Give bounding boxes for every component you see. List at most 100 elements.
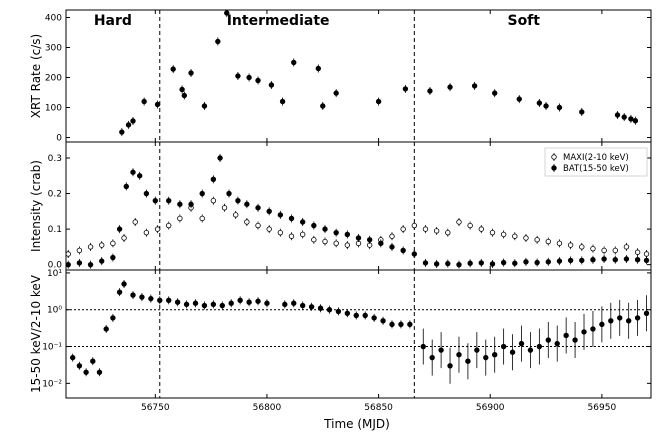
data-point (288, 233, 295, 239)
data-point (516, 96, 522, 102)
data-point (536, 343, 543, 350)
data-point (179, 86, 185, 93)
data-point (66, 251, 71, 257)
data-point (299, 219, 306, 225)
data-point (456, 352, 462, 358)
data-point (617, 315, 623, 321)
data-point (590, 245, 596, 252)
data-point (543, 103, 549, 109)
data-point (333, 240, 339, 247)
data-point (512, 260, 518, 266)
data-point (201, 103, 208, 109)
data-point (534, 237, 540, 243)
panel-ratio: 10⁻² 10⁻¹ 10⁰ 10¹ 56750 56800 56850 56900 56950 1… (29, 269, 652, 413)
data-point (199, 190, 205, 197)
data-point (288, 215, 295, 222)
data-point (192, 300, 199, 306)
data-point (210, 197, 217, 204)
data-point (420, 343, 426, 350)
y-tick-label: 300 (45, 44, 62, 54)
phase-label-intermediate: Intermediate (227, 13, 330, 29)
data-point (389, 244, 395, 250)
x-tick-label: 56850 (364, 403, 393, 413)
data-point (344, 231, 351, 238)
legend-label: MAXI(2-10 keV) (563, 153, 629, 163)
data-point (157, 297, 163, 304)
data-point (527, 347, 534, 353)
data-point (375, 98, 382, 105)
data-point (523, 235, 529, 241)
y-tick-label: 0.2 (48, 190, 62, 200)
data-point (643, 251, 650, 257)
data-point (232, 212, 239, 218)
data-point (634, 249, 641, 255)
data-point (76, 247, 83, 254)
data-point (76, 260, 83, 266)
data-point (217, 155, 223, 161)
data-point (219, 302, 225, 309)
data-point (333, 90, 339, 96)
data-point (181, 92, 188, 99)
data-point (579, 109, 585, 115)
data-point (407, 321, 413, 328)
data-point (400, 226, 406, 232)
data-point (141, 98, 147, 105)
data-point (344, 310, 351, 316)
data-point (143, 229, 150, 236)
data-point (264, 300, 270, 306)
data-point (483, 354, 489, 361)
data-point (371, 315, 377, 321)
data-point (500, 259, 507, 266)
data-point (170, 66, 176, 72)
data-point (344, 242, 351, 248)
y-axis-label: 15-50 keV/2-10 keV (29, 274, 43, 393)
data-point (362, 312, 368, 319)
data-point (228, 300, 234, 306)
data-point (380, 318, 386, 324)
data-point (246, 74, 252, 81)
data-point (518, 340, 525, 347)
panel-frame (65, 269, 652, 399)
phase-label-hard: Hard (94, 13, 132, 29)
data-point (291, 59, 297, 66)
y-tick-label: 0 (56, 134, 62, 144)
data-point (579, 257, 585, 264)
data-point (474, 347, 480, 353)
data-point (601, 247, 607, 254)
data-point (512, 233, 518, 239)
data-point (567, 242, 574, 248)
data-point (166, 222, 172, 229)
data-point (116, 289, 123, 295)
data-point (177, 201, 183, 207)
data-point (623, 244, 630, 250)
data-point (99, 258, 105, 264)
data-point (433, 261, 440, 267)
data-point (471, 83, 478, 89)
data-point (335, 308, 342, 315)
data-point (445, 229, 451, 236)
data-point (429, 354, 435, 361)
data-point (110, 315, 116, 321)
data-point (87, 261, 94, 268)
data-point (119, 129, 125, 135)
data-point (266, 208, 272, 215)
data-point (467, 222, 473, 229)
data-point (563, 332, 569, 339)
data-point (400, 247, 406, 254)
data-point (398, 321, 404, 328)
data-point (556, 258, 563, 264)
data-point (154, 101, 161, 108)
data-point (183, 301, 190, 308)
data-point (210, 301, 217, 308)
phase-label-soft: Soft (507, 13, 540, 29)
data-point (130, 169, 136, 175)
data-point (572, 337, 578, 343)
data-point (621, 114, 627, 120)
data-point (152, 197, 159, 204)
data-point (389, 321, 395, 328)
data-point (130, 118, 136, 124)
y-tick-label: 0.0 (48, 261, 63, 271)
data-point (581, 329, 587, 335)
data-point (545, 259, 551, 265)
